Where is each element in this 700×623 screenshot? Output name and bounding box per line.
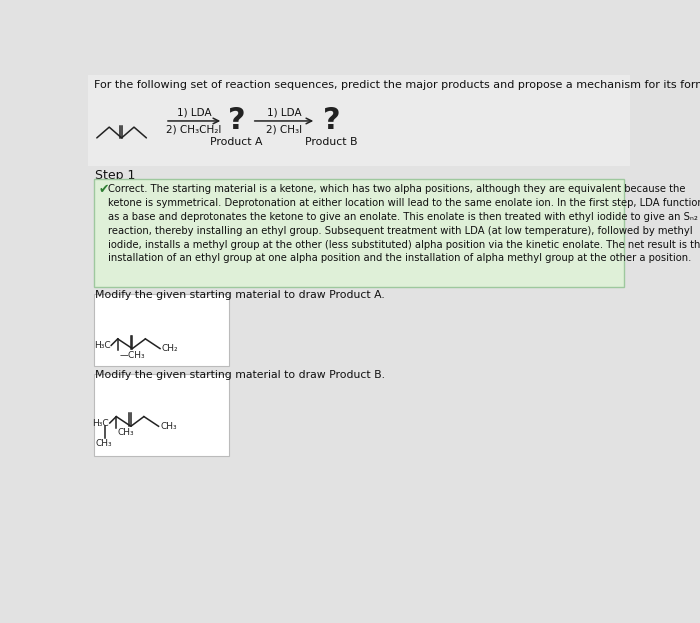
Text: H₃C: H₃C	[92, 419, 109, 427]
Text: reaction, thereby installing an ethyl group. Subsequent treatment with LDA (at l: reaction, thereby installing an ethyl gr…	[108, 226, 692, 235]
Text: ?: ?	[323, 107, 340, 135]
Text: as a base and deprotonates the ketone to give an enolate. This enolate is then t: as a base and deprotonates the ketone to…	[108, 212, 697, 222]
Text: H₃C: H₃C	[94, 341, 111, 350]
Text: Product B: Product B	[305, 137, 358, 147]
Text: CH₃: CH₃	[117, 428, 134, 437]
Text: ketone is symmetrical. Deprotonation at either location will lead to the same en: ketone is symmetrical. Deprotonation at …	[108, 198, 700, 208]
Text: CH₂: CH₂	[162, 344, 178, 353]
Text: ✔: ✔	[98, 183, 109, 196]
Text: ?: ?	[228, 107, 245, 135]
Text: CH₃: CH₃	[160, 422, 177, 430]
Text: 1) LDA: 1) LDA	[267, 107, 301, 117]
Text: Correct. The starting material is a ketone, which has two alpha positions, altho: Correct. The starting material is a keto…	[108, 184, 685, 194]
Text: iodide, installs a methyl group at the other (less substituted) alpha position v: iodide, installs a methyl group at the o…	[108, 239, 700, 250]
Bar	[94, 294, 230, 366]
Text: Modify the given starting material to draw Product A.: Modify the given starting material to dr…	[95, 290, 385, 300]
Text: 2) CH₃I: 2) CH₃I	[266, 125, 302, 135]
Text: 1) LDA: 1) LDA	[176, 107, 211, 117]
Bar	[94, 374, 230, 456]
Text: Product A: Product A	[210, 137, 262, 147]
Text: installation of an ethyl group at one alpha position and the installation of alp: installation of an ethyl group at one al…	[108, 254, 691, 264]
Bar	[88, 75, 630, 166]
Text: —CH₃: —CH₃	[120, 351, 145, 360]
Bar	[94, 179, 624, 287]
Text: Step 1: Step 1	[95, 169, 136, 183]
Text: For the following set of reaction sequences, predict the major products and prop: For the following set of reaction sequen…	[94, 80, 700, 90]
Text: 2) CH₃CH₂I: 2) CH₃CH₂I	[167, 125, 222, 135]
Text: Modify the given starting material to draw Product B.: Modify the given starting material to dr…	[95, 371, 385, 381]
Text: CH₃: CH₃	[96, 439, 113, 448]
